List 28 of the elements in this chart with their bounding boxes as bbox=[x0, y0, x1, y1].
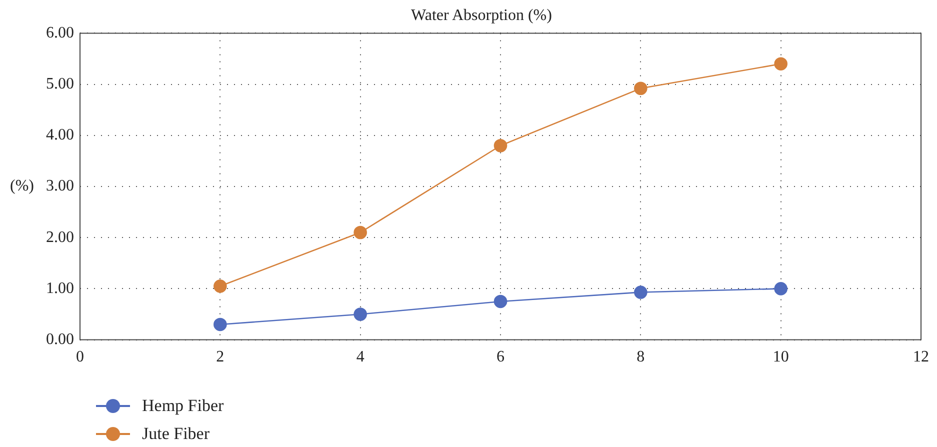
x-tick-label: 4 bbox=[356, 348, 364, 366]
x-tick-label: 12 bbox=[913, 348, 929, 366]
y-tick-label: 4.00 bbox=[46, 126, 74, 144]
x-tick-label: 2 bbox=[216, 348, 224, 366]
chart-title: Water Absorption (%) bbox=[411, 6, 552, 24]
point bbox=[214, 318, 227, 332]
point bbox=[774, 57, 788, 71]
x-tick-label: 0 bbox=[76, 348, 84, 366]
x-tick-label: 8 bbox=[636, 348, 645, 366]
point bbox=[354, 308, 367, 321]
point bbox=[494, 294, 508, 308]
point bbox=[214, 279, 227, 293]
point bbox=[354, 226, 367, 240]
point bbox=[494, 138, 508, 152]
legend-label: Jute Fiber bbox=[142, 424, 210, 444]
y-tick-label: 6.00 bbox=[46, 24, 74, 42]
x-tick-label: 6 bbox=[496, 348, 504, 366]
y-tick-label: 2.00 bbox=[46, 228, 74, 246]
point bbox=[774, 282, 788, 296]
y-axis-title: (%) bbox=[10, 178, 34, 195]
y-tick-label: 3.00 bbox=[46, 178, 74, 195]
y-tick-label: 1.00 bbox=[46, 280, 74, 297]
x-tick-label: 10 bbox=[772, 348, 789, 366]
legend-label: Hemp Fiber bbox=[142, 396, 224, 416]
point bbox=[634, 286, 648, 299]
y-tick-label: 5.00 bbox=[46, 76, 74, 93]
point bbox=[634, 82, 648, 96]
y-tick-label: 0.00 bbox=[46, 331, 74, 348]
